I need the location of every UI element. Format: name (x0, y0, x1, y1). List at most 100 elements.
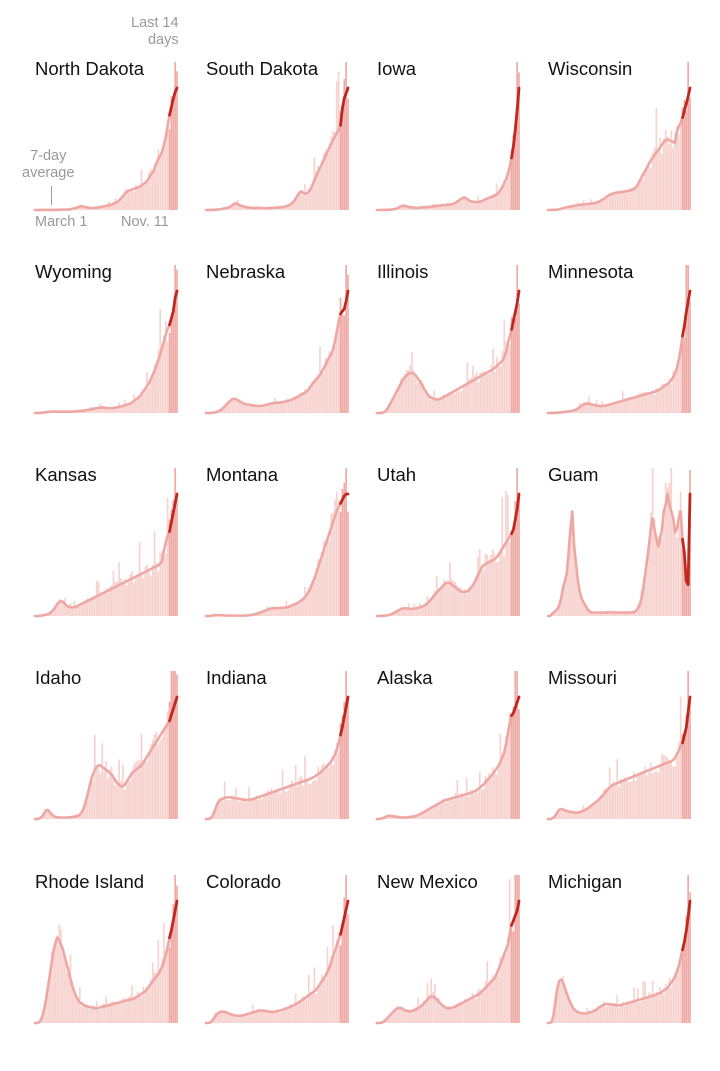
daily-bar (49, 971, 51, 1023)
daily-bar (287, 399, 290, 413)
daily-bar (633, 771, 635, 819)
daily-bar (584, 808, 587, 819)
daily-bar (646, 393, 648, 413)
daily-bar (503, 180, 505, 210)
daily-bar (469, 789, 472, 819)
average-line (204, 733, 342, 821)
daily-bar (343, 315, 346, 413)
daily-bar (653, 147, 656, 210)
daily-bar (644, 766, 646, 819)
daily-bar (623, 400, 626, 413)
daily-bar (618, 612, 620, 616)
daily-bar (477, 556, 479, 616)
daily-bar (266, 606, 269, 616)
daily-bar (261, 799, 263, 819)
daily-bar (103, 592, 105, 616)
daily-bar (292, 784, 295, 819)
daily-bar (510, 531, 513, 616)
daily-bar (298, 777, 301, 819)
daily-bar (465, 197, 468, 210)
state-chart (33, 265, 179, 415)
daily-bar (324, 979, 327, 1023)
daily-bar (563, 991, 566, 1023)
daily-bar (409, 1010, 412, 1023)
daily-bar (144, 760, 147, 819)
daily-bar (236, 1016, 239, 1023)
daily-bar (148, 172, 150, 210)
daily-bar (560, 598, 562, 616)
daily-bar (142, 762, 145, 819)
daily-bar (278, 792, 280, 819)
daily-bar (571, 1007, 574, 1023)
daily-bar (400, 607, 403, 616)
daily-bar (272, 401, 275, 413)
daily-bar (330, 761, 333, 819)
daily-bar (452, 581, 455, 616)
daily-bar (324, 358, 327, 413)
state-chart (204, 875, 350, 1025)
daily-bar (401, 378, 404, 413)
daily-bar (676, 968, 678, 1023)
daily-bar (648, 161, 650, 210)
daily-bar (93, 1006, 96, 1023)
daily-bar (296, 601, 299, 616)
daily-bar (174, 62, 176, 210)
daily-bar (512, 528, 515, 616)
daily-bar (676, 536, 678, 616)
daily-bar (292, 396, 295, 413)
daily-bar (571, 206, 574, 210)
daily-bar (584, 404, 587, 413)
daily-bar (605, 612, 607, 616)
daily-bar (435, 803, 438, 819)
daily-bar (86, 798, 89, 819)
average-line (33, 113, 171, 212)
daily-bar (136, 759, 139, 819)
daily-bar (480, 200, 483, 210)
daily-bar (625, 779, 628, 819)
daily-bar (659, 387, 661, 413)
daily-bar (655, 387, 658, 413)
daily-bar (661, 153, 663, 210)
daily-bar (516, 265, 518, 413)
daily-bar (229, 400, 232, 413)
daily-bar (558, 809, 561, 819)
daily-bar (508, 344, 511, 413)
daily-bar (420, 379, 423, 413)
daily-bar (164, 725, 167, 819)
daily-bar (289, 204, 291, 210)
daily-bar (392, 398, 395, 413)
daily-bar (406, 1011, 408, 1023)
daily-bar (281, 607, 284, 616)
daily-bar (488, 373, 491, 413)
daily-bar (170, 509, 173, 616)
daily-bar (670, 130, 673, 210)
daily-bar (501, 753, 504, 819)
daily-bar (159, 153, 162, 210)
daily-bar (240, 205, 243, 210)
state-chart (546, 468, 692, 618)
daily-bar (482, 199, 485, 210)
daily-bar (121, 196, 124, 210)
daily-bar (235, 203, 237, 210)
average-line (204, 932, 342, 1025)
daily-bar (621, 191, 624, 210)
daily-bar (462, 794, 464, 819)
daily-bar (142, 986, 145, 1023)
daily-bar (291, 399, 293, 413)
daily-bar (218, 1012, 220, 1023)
daily-bar (590, 1011, 592, 1023)
daily-bar (490, 195, 492, 210)
average-line (546, 948, 684, 1025)
daily-bar (347, 274, 349, 413)
daily-bar (580, 596, 583, 616)
daily-bar (313, 780, 316, 819)
daily-bar (608, 767, 611, 819)
daily-bar (614, 784, 617, 819)
daily-bar (479, 372, 482, 413)
daily-bar (148, 987, 150, 1023)
daily-bar (653, 993, 656, 1023)
daily-bar (163, 141, 165, 210)
recent-average-line (510, 289, 521, 331)
daily-bar (441, 204, 444, 210)
